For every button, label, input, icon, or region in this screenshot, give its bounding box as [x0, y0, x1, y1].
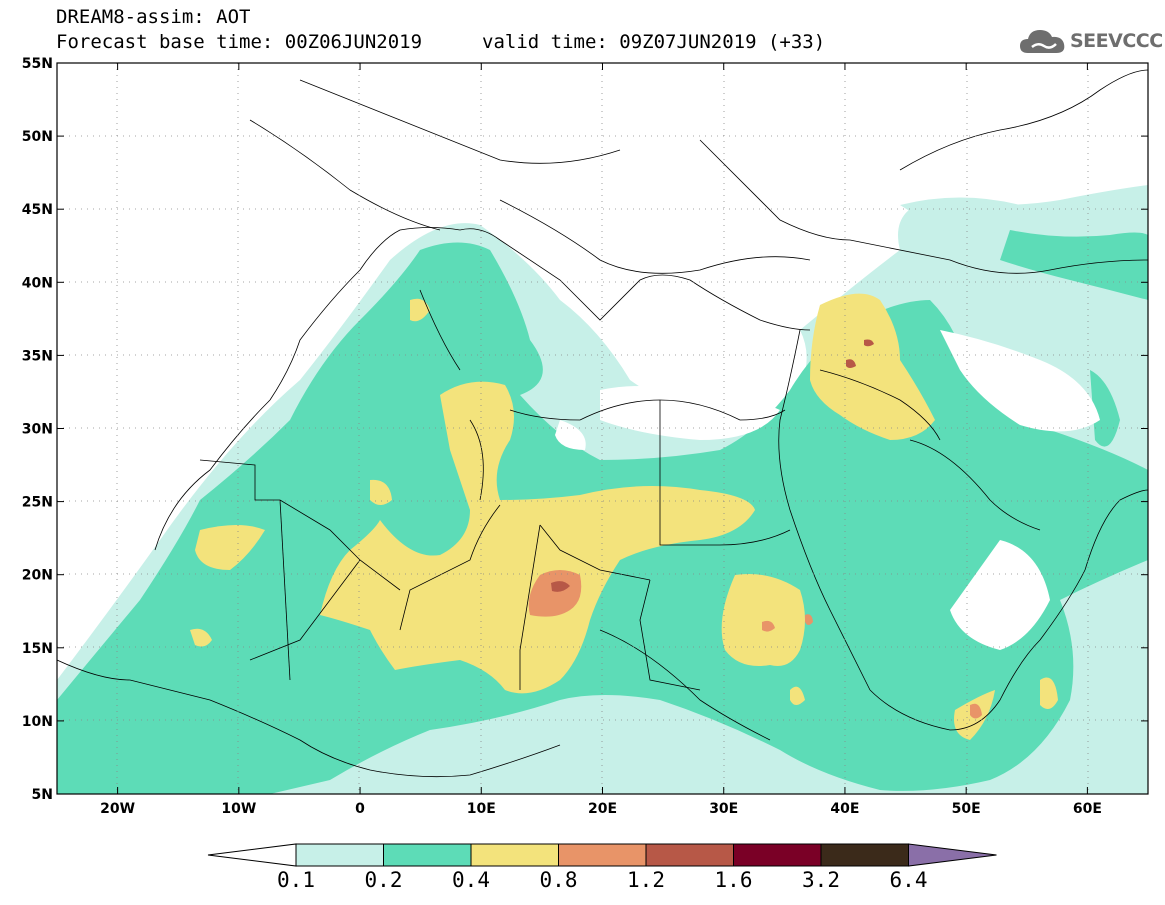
aot-band-1.2 [551, 339, 874, 592]
cloud-icon [1020, 30, 1065, 53]
colorbar-label: 0.4 [452, 868, 490, 892]
colorbar-label: 1.2 [627, 868, 665, 892]
lat-label: 25N [22, 495, 53, 511]
colorbar [207, 843, 997, 867]
colorbar-labels: 0.1 0.2 0.4 0.8 1.2 1.6 3.2 6.4 [0, 868, 1165, 898]
colorbar-label: 3.2 [802, 868, 840, 892]
colorbar-segment [733, 843, 822, 867]
colorbar-label: 0.8 [539, 868, 578, 892]
lat-label: 20N [22, 568, 53, 584]
colorbar-lower-arrow [207, 843, 297, 867]
colorbar-segment [470, 843, 559, 867]
colorbar-segment [295, 843, 384, 867]
lon-label: 30E [709, 801, 738, 817]
lat-label: 55N [22, 56, 53, 72]
aot-low-areas [555, 330, 1100, 650]
lat-label: 50N [22, 129, 53, 145]
colorbar-segment [645, 843, 734, 867]
lon-label: 50E [952, 801, 981, 817]
colorbar-segment [558, 843, 647, 867]
valid-time: valid time: 09Z07JUN2019 (+33) [482, 31, 826, 53]
map-title: DREAM8-assim: AOT [56, 6, 251, 28]
lon-label: 20E [588, 801, 617, 817]
colorbar-upper-arrow [908, 843, 997, 867]
lat-label: 35N [22, 348, 53, 364]
aot-band-0.8 [528, 570, 982, 719]
lat-label: 15N [22, 641, 53, 657]
colorbar-label: 6.4 [889, 868, 928, 892]
colorbar-label: 1.6 [714, 868, 753, 892]
lon-label: 10W [221, 801, 256, 817]
forecast-base-time: Forecast base time: 00Z06JUN2019 [56, 31, 423, 53]
coastlines-and-borders [57, 63, 1148, 794]
lat-label: 10N [22, 714, 53, 730]
longitude-axis: 20W 10W 0 10E 20E 30E 40E 50E 60E [100, 63, 1102, 817]
lat-label: 5N [32, 787, 53, 803]
lon-label: 20W [100, 801, 135, 817]
lon-label: 60E [1073, 801, 1102, 817]
colorbar-label: 0.2 [364, 868, 403, 892]
lat-label: 30N [22, 422, 53, 438]
latitude-axis: 55N 50N 45N 40N 35N 30N 25N 20N 15N 10N 5N [22, 56, 1148, 803]
logo-text: SEEVCCC [1070, 30, 1163, 52]
lon-label: 10E [467, 801, 496, 817]
aot-band-0.4 [190, 293, 1058, 740]
lon-label: 0 [355, 801, 365, 817]
lat-label: 40N [22, 275, 53, 291]
colorbar-segment [820, 843, 909, 867]
lat-label: 45N [22, 202, 53, 218]
colorbar-segment [383, 843, 472, 867]
colorbar-label: 0.1 [277, 868, 315, 892]
seevccc-logo: SEEVCCC [1018, 25, 1163, 57]
lon-label: 40E [830, 801, 859, 817]
